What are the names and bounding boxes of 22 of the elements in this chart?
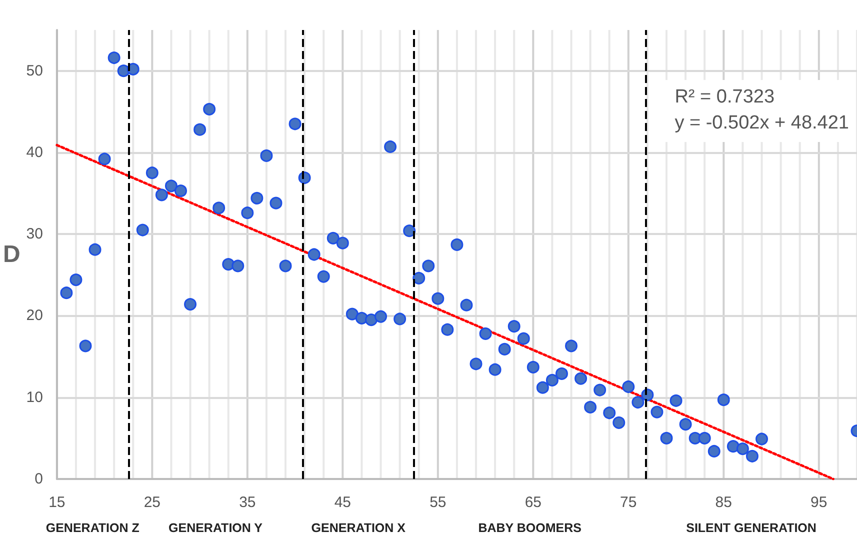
text: GENERATION Z — [46, 521, 140, 535]
x-tick-label: 45 — [334, 494, 352, 511]
x-tick-label: 35 — [239, 494, 256, 511]
x-tick-label: 95 — [810, 494, 828, 511]
y-tick-label: 10 — [26, 388, 43, 406]
y-axis-title: D — [2, 241, 20, 268]
x-tick-label: 75 — [620, 494, 637, 511]
y-tick-label: 30 — [26, 226, 43, 243]
text: BABY BOOMERS — [478, 521, 582, 535]
x-tick-label: 15 — [48, 494, 66, 511]
text: SILENT GENERATION — [686, 521, 816, 535]
y-tick-label: 0 — [34, 470, 43, 488]
y-tick-label: 20 — [26, 307, 43, 324]
y-tick-label: 40 — [26, 144, 43, 161]
x-tick-label: 55 — [430, 494, 446, 511]
text: GENERATION Y — [168, 521, 264, 535]
y-tick-label: 50 — [26, 62, 43, 80]
annotation: R² = 0.7323 y = -0.502x + 48.421 — [674, 86, 850, 134]
x-tick-label: 85 — [715, 494, 732, 511]
x-tick-label: 25 — [144, 494, 161, 511]
text: GENERATION X — [311, 521, 406, 535]
x-tick-label: 65 — [524, 494, 542, 511]
